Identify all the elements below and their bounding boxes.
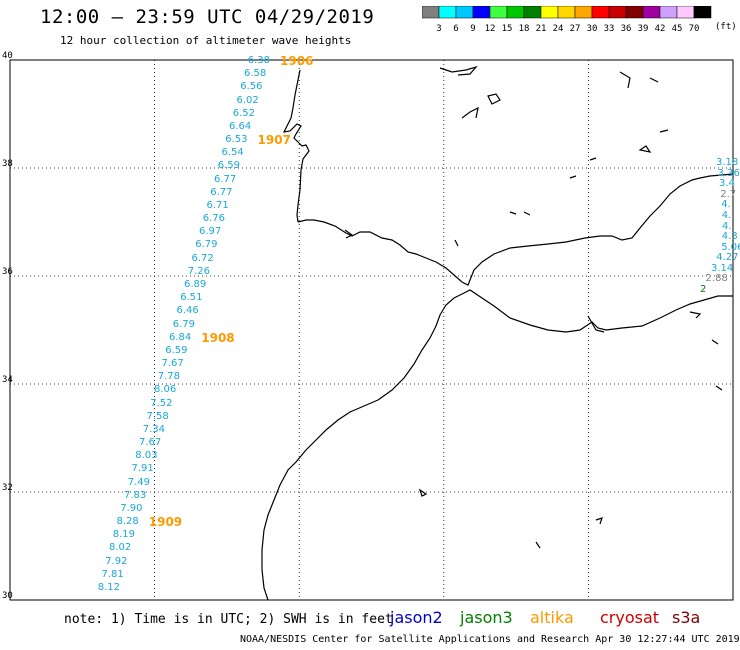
swh-label: 7.49: [127, 476, 150, 488]
swh-label: 7.91: [131, 463, 154, 475]
altimeter-map: -15-12-9-6-30403836343230: [2, 51, 734, 601]
right-swh-label: 4.: [722, 220, 732, 232]
time-label: 1907: [257, 133, 291, 148]
right-swh-label: 2: [700, 284, 707, 295]
colorbar-label: 21: [536, 24, 547, 34]
right-swh-label: 3.14: [711, 262, 734, 274]
swh-label: 6.76: [202, 213, 225, 225]
map-title: 12:00 – 23:59 UTC 04/29/2019: [40, 6, 375, 28]
swh-label: 6.77: [210, 186, 233, 198]
satellite-legend-jason3: jason3: [460, 608, 513, 627]
axis-tick-labels: -15-12-9-6-30403836343230: [2, 51, 13, 601]
colorbar-unit: (ft): [715, 22, 737, 32]
right-swh-label: 4.: [721, 209, 732, 221]
note-text: note: 1) Time is in UTC; 2) SWH is in fe…: [64, 612, 393, 627]
swh-label: 6.77: [213, 173, 237, 185]
swh-label: 7.34: [142, 423, 165, 435]
swh-label: 7.78: [157, 371, 180, 383]
colorbar-label: 3: [436, 24, 441, 34]
right-swh-label: 2.7: [720, 188, 737, 200]
swh-label: 7.58: [146, 410, 169, 422]
colorbar-label: 27: [570, 24, 581, 34]
lat-tick-label: 38: [2, 159, 13, 169]
swh-label: 6.54: [221, 147, 244, 159]
colorbar-label: 30: [587, 24, 598, 34]
swh-label: 7.81: [101, 568, 124, 580]
satellite-legend-cryosat: cryosat: [600, 608, 660, 627]
colorbar-label: 6: [453, 24, 458, 34]
coastline: [261, 65, 734, 601]
colorbar-label: 9: [470, 24, 475, 34]
swh-label: 6.56: [240, 81, 263, 93]
right-swh-label: 5.06: [721, 241, 740, 253]
swh-label: 7.92: [105, 555, 128, 567]
colorbar-label: 24: [553, 24, 564, 34]
swh-label: 6.97: [198, 226, 222, 238]
lat-tick-label: 32: [2, 483, 13, 493]
time-label: 1908: [201, 330, 235, 345]
right-swh-label: 3.36: [717, 167, 740, 179]
satellite-legend-altika: altika: [530, 608, 574, 627]
swh-label: 6.38: [247, 55, 270, 66]
swh-label: 6.89: [183, 278, 207, 290]
swh-label: 8.12: [97, 582, 120, 593]
colorbar-label: 36: [621, 24, 632, 34]
swh-label: 6.79: [172, 318, 195, 330]
colorbar-label: 39: [638, 24, 649, 34]
swh-label: 8.06: [153, 384, 177, 396]
swh-label: 8.02: [108, 542, 132, 554]
colorbar-label: 45: [672, 24, 683, 34]
swh-label: 8.28: [116, 516, 139, 528]
swh-label: 7.83: [123, 489, 147, 501]
colorbar-label: 33: [604, 24, 615, 34]
lat-tick-label: 30: [2, 591, 13, 601]
colorbar-label: 15: [502, 24, 513, 34]
swh-label: 6.72: [191, 252, 214, 264]
swh-label: 6.58: [243, 68, 267, 80]
swh-label: 6.59: [217, 160, 240, 172]
right-swh-label: 3.4: [719, 178, 735, 190]
colorbar-label: 18: [519, 24, 530, 34]
map-frame: [9, 59, 734, 601]
swh-label: 6.71: [206, 199, 229, 211]
credit-line: NOAA/NESDIS Center for Satellite Applica…: [240, 634, 740, 645]
swh-label: 6.46: [176, 305, 199, 317]
time-label: 1909: [148, 515, 183, 530]
colorbar-swatch: [693, 6, 712, 19]
right-swh-label: 3.18: [716, 157, 739, 168]
swh-label: 8.03: [135, 450, 158, 462]
satellite-legend-s3a: s3a: [672, 608, 701, 627]
time-label: 1906: [280, 54, 314, 68]
right-swh-label: 4.3: [721, 231, 738, 243]
colorbar-label: 70: [689, 24, 700, 34]
right-swh-label: 4.: [721, 199, 731, 211]
swh-label: 6.02: [236, 94, 259, 106]
swh-label: 6.64: [228, 120, 252, 132]
swh-label: 7.67: [161, 358, 184, 370]
swh-label: 6.79: [195, 239, 218, 251]
swh-label: 6.84: [168, 331, 192, 343]
swh-label: 6.59: [165, 344, 188, 356]
color-scale-legend: 3 6 9 12 15 18 21 24 27 30 33 36 39 42 45 70: [422, 6, 712, 34]
map-gridlines: [10, 60, 733, 600]
colorbar-label: 12: [485, 24, 496, 34]
swh-label: 8.19: [112, 529, 135, 541]
swh-label: 6.53: [225, 134, 248, 146]
lat-tick-label: 36: [2, 267, 13, 277]
map-subtitle: 12 hour collection of altimeter wave hei…: [60, 34, 352, 47]
colorbar-label: 42: [655, 24, 666, 34]
swh-label: 6.51: [180, 292, 203, 304]
swh-label: 7.67: [138, 437, 162, 449]
right-swh-label: 4.27: [716, 252, 739, 264]
right-swh-label: 2.88: [705, 273, 728, 285]
lat-tick-label: 40: [2, 51, 13, 61]
satellite-legend-jason2: jason2: [390, 608, 443, 627]
swh-label: 6.52: [232, 107, 255, 119]
swh-label: 7.26: [187, 265, 210, 277]
swh-label: 7.90: [120, 502, 143, 514]
swh-label: 7.52: [150, 397, 173, 409]
lat-tick-label: 34: [2, 375, 13, 385]
